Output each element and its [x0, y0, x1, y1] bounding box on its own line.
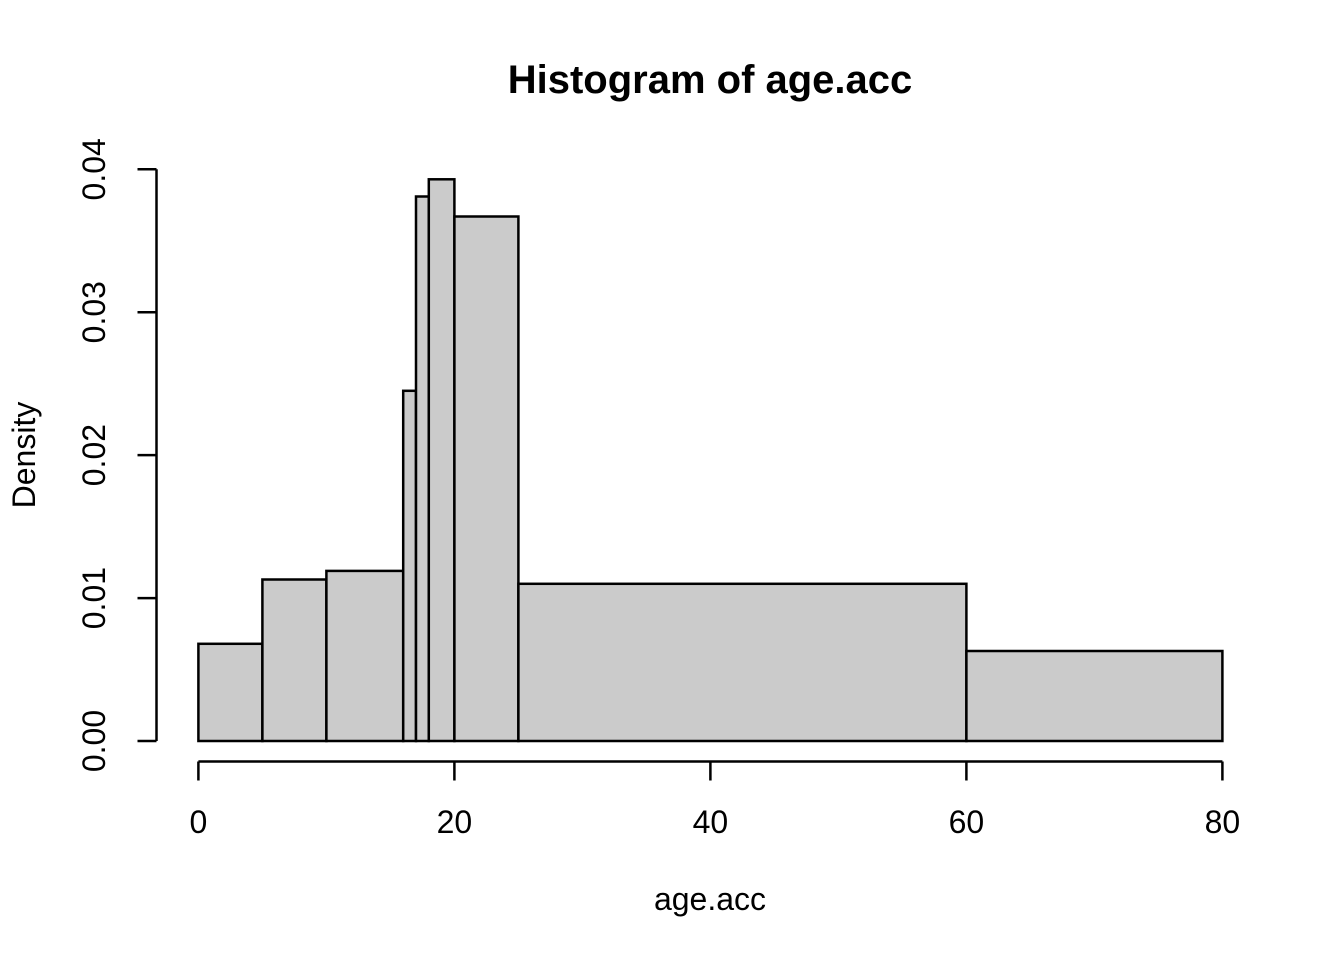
- histogram-bar: [414, 195, 431, 743]
- x-tick-label: 60: [949, 804, 985, 840]
- histogram-bar: [453, 215, 520, 743]
- histogram-bar: [325, 569, 405, 743]
- y-tick-label: 0.01: [76, 567, 112, 629]
- chart-title: Histogram of age.acc: [508, 58, 913, 102]
- x-tick-label: 0: [190, 804, 208, 840]
- y-tick-label: 0.00: [76, 710, 112, 772]
- histogram-bar: [261, 578, 328, 743]
- y-axis: 0.00 0.01 0.02 0.03 0.04: [76, 138, 158, 772]
- histogram-bars: [197, 178, 1224, 743]
- x-axis: 0 20 40 60 80: [190, 760, 1241, 840]
- histogram-bar: [401, 389, 418, 743]
- histogram-bar: [965, 649, 1224, 743]
- y-tick-label: 0.03: [76, 281, 112, 343]
- y-tick-label: 0.04: [76, 138, 112, 200]
- y-axis-label: Density: [6, 402, 42, 509]
- histogram-bar: [517, 582, 968, 743]
- histogram-bar: [197, 642, 264, 743]
- x-tick-label: 20: [437, 804, 473, 840]
- x-tick-label: 80: [1205, 804, 1241, 840]
- y-tick-label: 0.02: [76, 424, 112, 486]
- x-axis-label: age.acc: [654, 881, 766, 917]
- x-tick-label: 40: [693, 804, 729, 840]
- histogram-bar: [427, 178, 456, 743]
